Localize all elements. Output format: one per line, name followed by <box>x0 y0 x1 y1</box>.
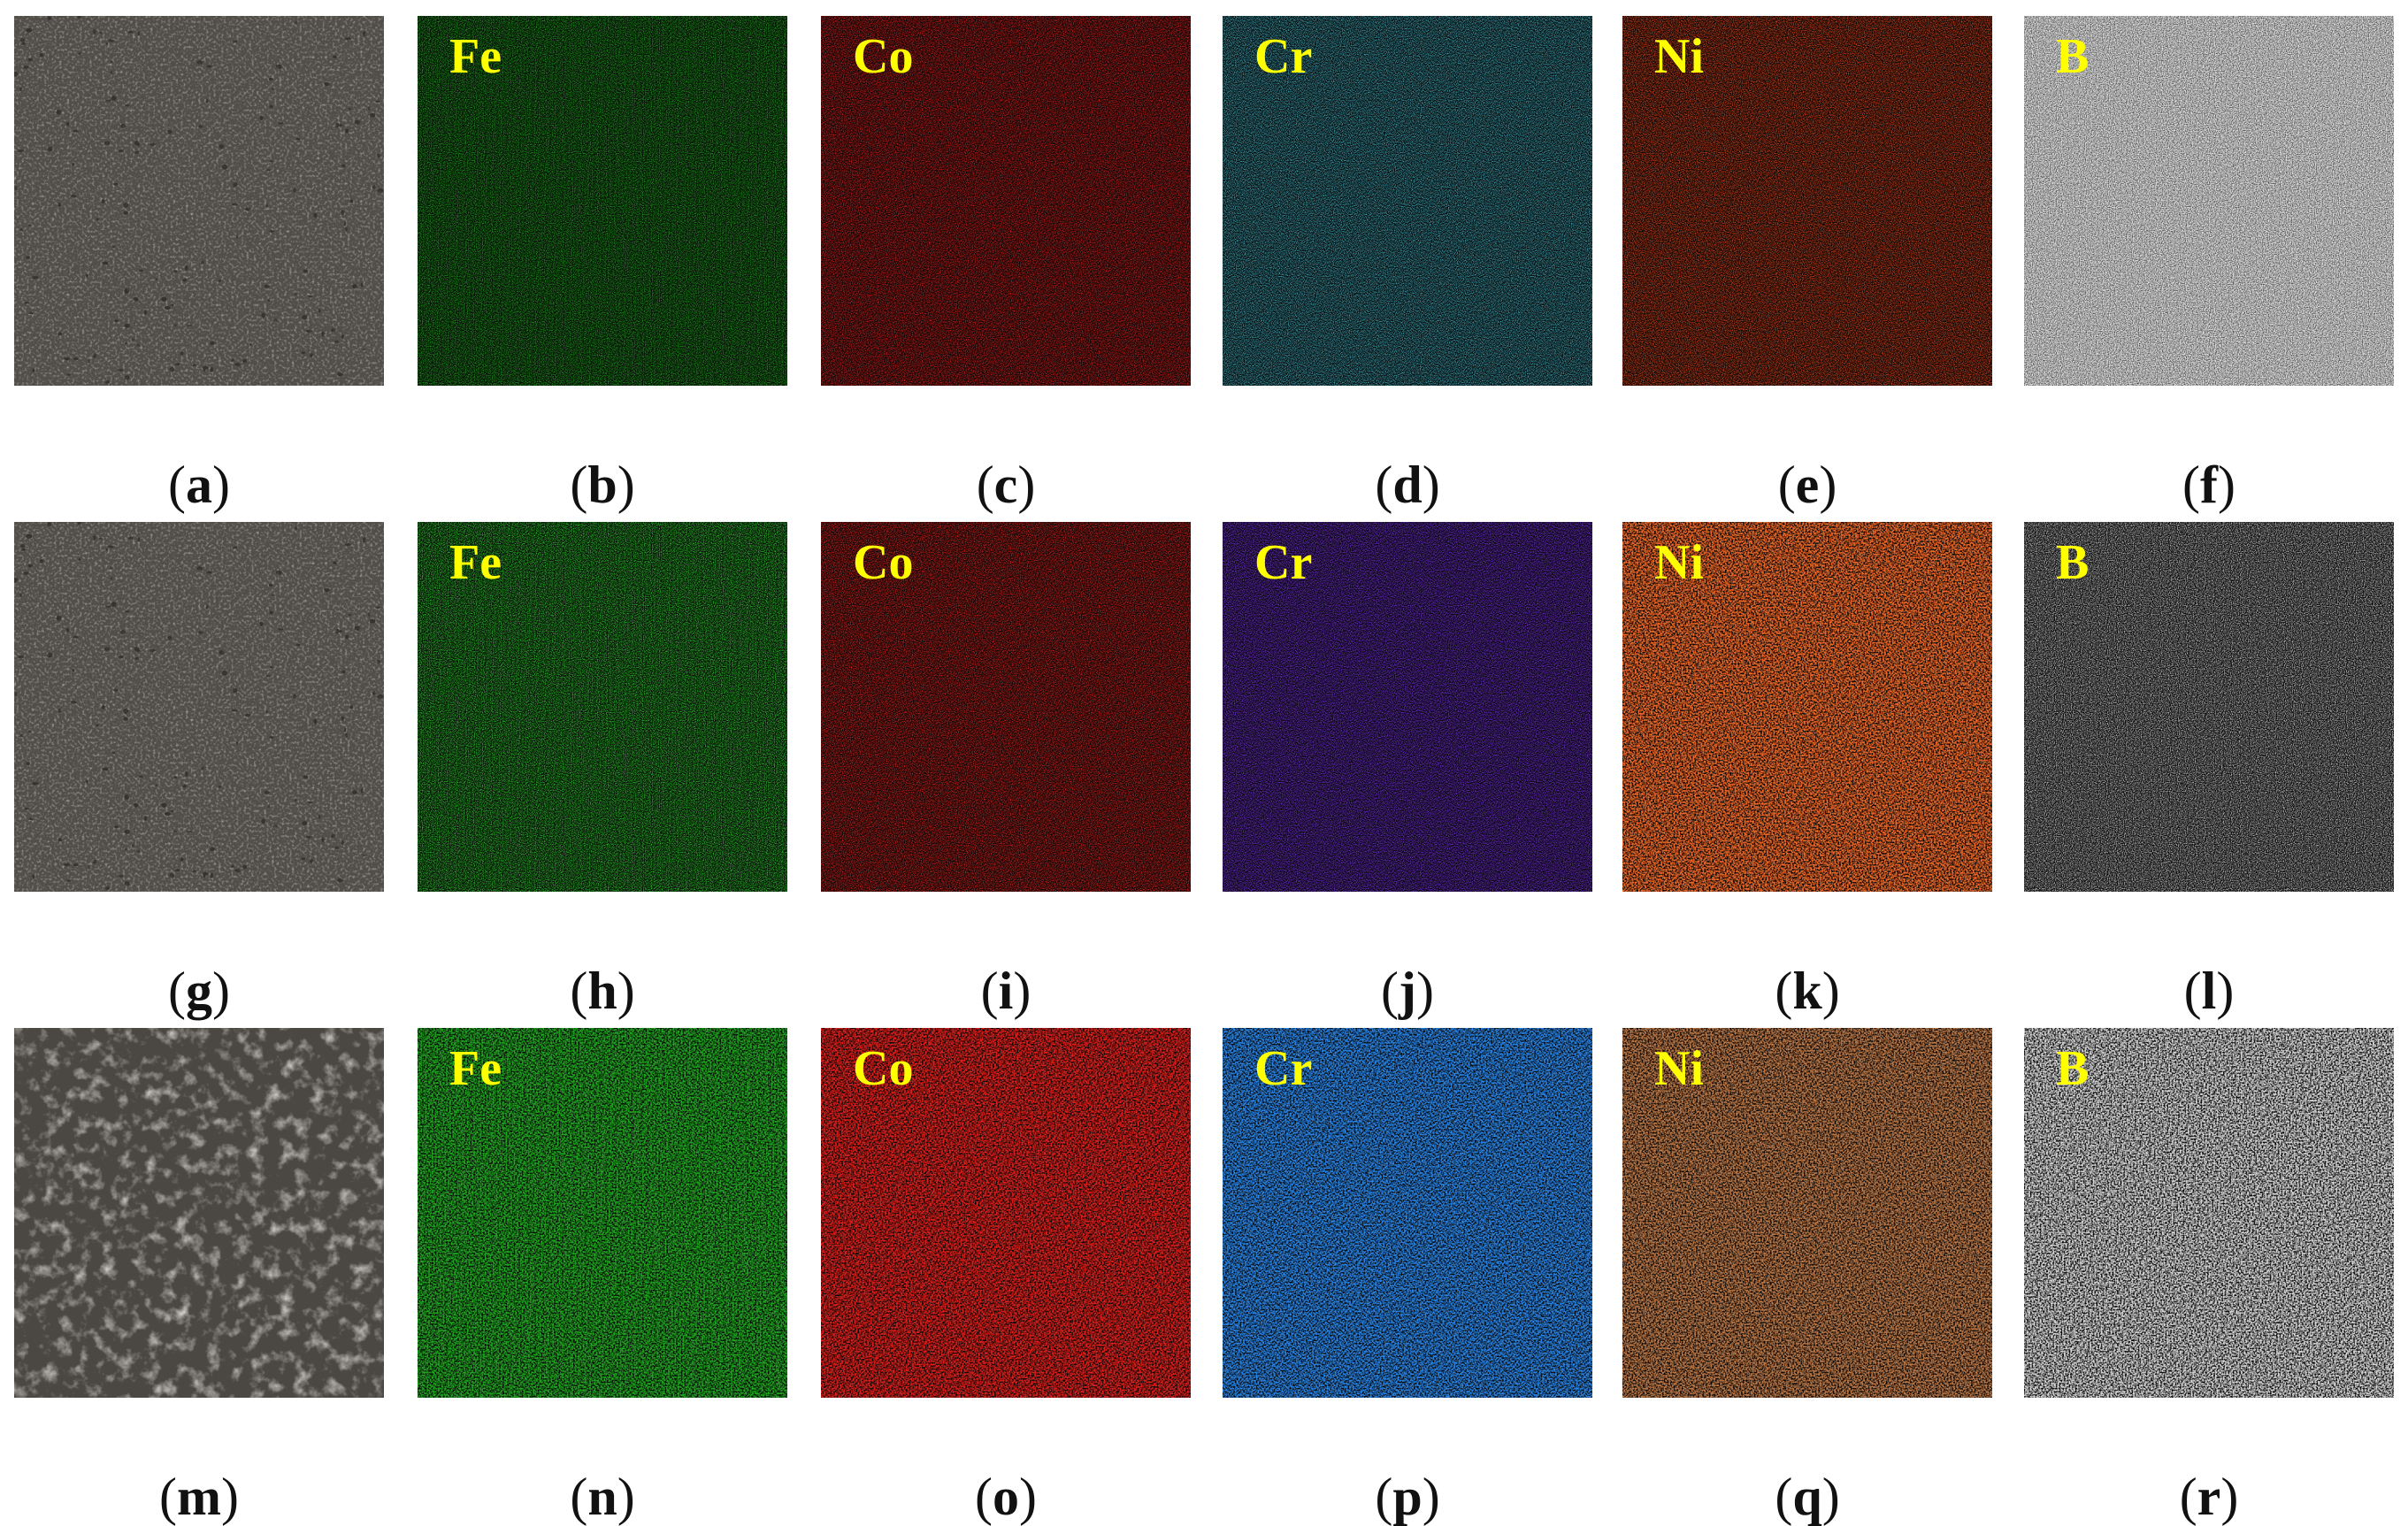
element-label: Co <box>853 1041 914 1096</box>
panel-caption: (c) <box>976 456 1036 514</box>
element-label: Cr <box>1254 535 1313 590</box>
map-texture <box>1622 16 1992 386</box>
map-texture <box>821 522 1191 892</box>
caption-letter: g <box>186 962 212 1020</box>
map-texture <box>2024 1028 2394 1398</box>
panel-caption: (f) <box>2182 456 2235 514</box>
element-label: B <box>2056 1041 2090 1096</box>
caption-letter: m <box>177 1468 221 1526</box>
element-label: Cr <box>1254 1041 1313 1096</box>
caption-letter: r <box>2197 1468 2221 1526</box>
caption-letter: i <box>998 962 1014 1020</box>
map-texture <box>821 16 1191 386</box>
eds-map-co: Co <box>821 1028 1191 1398</box>
caption-letter: h <box>587 962 617 1020</box>
element-label: Ni <box>1654 29 1704 84</box>
panel-caption: (e) <box>1777 456 1837 514</box>
caption-letter: p <box>1392 1468 1423 1526</box>
eds-map-b: B <box>2024 522 2394 892</box>
panel-caption: (n) <box>570 1468 635 1526</box>
element-label: Fe <box>449 1041 502 1096</box>
map-texture <box>1223 1028 1592 1398</box>
panel-caption: (r) <box>2179 1468 2239 1526</box>
element-label: Ni <box>1654 1041 1704 1096</box>
map-texture <box>14 16 384 386</box>
caption-letter: e <box>1795 456 1820 514</box>
map-texture <box>1223 522 1592 892</box>
panel-caption: (p) <box>1375 1468 1440 1526</box>
caption-letter: o <box>993 1468 1019 1526</box>
caption-letter: f <box>2200 456 2218 514</box>
map-texture <box>2024 522 2394 892</box>
element-label: Fe <box>449 535 502 590</box>
eds-map-fe: Fe <box>418 522 787 892</box>
eds-map-fe: Fe <box>418 16 787 386</box>
element-label: B <box>2056 29 2090 84</box>
element-label: Fe <box>449 29 502 84</box>
eds-map-ni: Ni <box>1622 1028 1992 1398</box>
map-texture <box>2024 16 2394 386</box>
map-texture <box>821 1028 1191 1398</box>
panel-caption: (l) <box>2183 962 2235 1020</box>
map-texture <box>1223 16 1592 386</box>
panel-caption: (b) <box>570 456 635 514</box>
eds-map-fe: Fe <box>418 1028 787 1398</box>
eds-map-cr: Cr <box>1223 522 1592 892</box>
panel-caption: (m) <box>159 1468 239 1526</box>
element-label: Co <box>853 29 914 84</box>
map-texture <box>14 1028 384 1398</box>
panel-caption: (g) <box>168 962 230 1020</box>
sem-image <box>14 1028 384 1398</box>
panel-caption: (o) <box>975 1468 1037 1526</box>
element-label: Co <box>853 535 914 590</box>
panel-caption: (i) <box>980 962 1031 1020</box>
element-label: B <box>2056 535 2090 590</box>
eds-map-b: B <box>2024 1028 2394 1398</box>
sem-image <box>14 16 384 386</box>
panel-caption: (j) <box>1381 962 1434 1020</box>
sem-image <box>14 522 384 892</box>
eds-map-co: Co <box>821 16 1191 386</box>
map-texture <box>418 522 787 892</box>
map-texture <box>14 522 384 892</box>
caption-letter: l <box>2201 962 2217 1020</box>
caption-letter: a <box>186 456 212 514</box>
eds-map-co: Co <box>821 522 1191 892</box>
panel-caption: (k) <box>1775 962 1840 1020</box>
caption-letter: j <box>1399 962 1416 1020</box>
map-texture <box>1622 522 1992 892</box>
map-texture <box>1622 1028 1992 1398</box>
caption-letter: c <box>993 456 1018 514</box>
panel-caption: (h) <box>570 962 635 1020</box>
caption-letter: n <box>587 1468 617 1526</box>
map-texture <box>418 16 787 386</box>
eds-map-cr: Cr <box>1223 16 1592 386</box>
panel-caption: (d) <box>1375 456 1440 514</box>
caption-letter: q <box>1792 1468 1822 1526</box>
caption-letter: k <box>1792 962 1822 1020</box>
eds-map-b: B <box>2024 16 2394 386</box>
eds-map-ni: Ni <box>1622 16 1992 386</box>
panel-caption: (a) <box>168 456 230 514</box>
eds-map-cr: Cr <box>1223 1028 1592 1398</box>
element-label: Cr <box>1254 29 1313 84</box>
eds-map-ni: Ni <box>1622 522 1992 892</box>
caption-letter: d <box>1392 456 1423 514</box>
panel-caption: (q) <box>1775 1468 1840 1526</box>
map-texture <box>418 1028 787 1398</box>
caption-letter: b <box>587 456 617 514</box>
element-label: Ni <box>1654 535 1704 590</box>
